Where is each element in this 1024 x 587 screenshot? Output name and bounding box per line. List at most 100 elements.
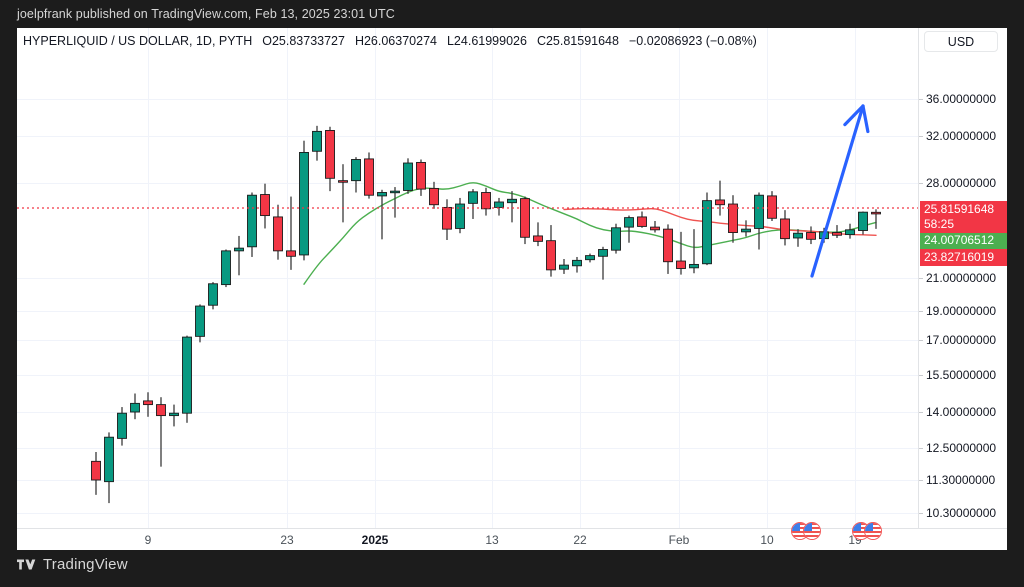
legend-symbol[interactable]: HYPERLIQUID / US DOLLAR, 1D, PYTH [23, 34, 253, 48]
candle-body [533, 235, 543, 242]
candle-body [364, 158, 374, 196]
price-badge-ma-green[interactable]: 24.00706512 [920, 232, 1007, 249]
price-tick: 19.00000000 [919, 304, 997, 318]
time-tick-label: 22 [573, 533, 587, 547]
candle-body [689, 263, 699, 269]
candle-body [780, 218, 790, 240]
candle-body [637, 216, 647, 227]
price-tick: 14.00000000 [919, 405, 997, 419]
candle-body [117, 412, 127, 439]
candle-body [208, 283, 218, 306]
candle-body [494, 201, 504, 208]
candle-body [104, 436, 114, 483]
projection-arrow[interactable] [810, 104, 870, 278]
price-tick: 36.00000000 [919, 92, 997, 106]
price-tick: 11.30000000 [919, 473, 996, 487]
candle-body [143, 400, 153, 406]
candle-body [247, 194, 257, 248]
candle-body [598, 249, 608, 257]
candle-body [429, 187, 439, 206]
candle-body [286, 250, 296, 257]
candle-body [767, 195, 777, 219]
gridlines [17, 28, 918, 528]
price-tick: 28.00000000 [919, 176, 997, 190]
price-tick: 15.50000000 [919, 368, 997, 382]
candlestick-svg [17, 28, 918, 528]
legend-open: O25.83733727 [262, 34, 345, 48]
price-tick: 32.00000000 [919, 129, 997, 143]
time-tick-label: 9 [144, 533, 152, 547]
tradingview-logo-icon [17, 559, 36, 570]
price-tick-label: 36.00000000 [926, 92, 997, 106]
candle-body [351, 159, 361, 182]
price-tick: 17.00000000 [919, 333, 997, 347]
candle-body [91, 460, 101, 481]
candle-body [455, 203, 465, 229]
time-tick-label: Feb [668, 533, 690, 547]
candle-body [806, 232, 816, 240]
candle-body [130, 402, 140, 413]
price-badge-value: 24.00706512 [924, 233, 995, 247]
candle-body [741, 228, 751, 233]
legend-low: L24.61999026 [446, 34, 527, 48]
legend-close: C25.81591648 [536, 34, 619, 48]
legend-high: H26.06370274 [354, 34, 437, 48]
candle-body [195, 305, 205, 337]
price-tick-label: 21.00000000 [926, 271, 997, 285]
candle-body [546, 240, 556, 271]
tradingview-wordmark: TradingView [43, 556, 128, 573]
candle-body [858, 211, 868, 231]
time-tick-label: 23 [280, 533, 294, 547]
price-tick-label: 32.00000000 [926, 129, 997, 143]
tradingview-footer: TradingView [17, 556, 128, 573]
price-badge-countdown: 58:25 [924, 217, 955, 231]
price-tick: 12.50000000 [919, 441, 997, 455]
price-tick-label: 12.50000000 [926, 441, 997, 455]
time-tick-label: 13 [485, 533, 499, 547]
candle-body [442, 206, 452, 230]
candle-body [663, 228, 673, 263]
price-tick-label: 14.00000000 [926, 405, 997, 419]
currency-button[interactable]: USD [924, 31, 998, 52]
candle-body [299, 151, 309, 256]
candle-body [754, 194, 764, 229]
candle-body [845, 229, 855, 236]
moving-average-green-line [303, 182, 877, 285]
candle-body [169, 412, 179, 417]
arrow-shaft [810, 104, 865, 278]
candle-body [312, 130, 322, 152]
candle-body [234, 247, 244, 252]
candle-body [585, 255, 595, 261]
candle-body [481, 192, 491, 210]
us-flag-event-icon[interactable] [852, 522, 882, 540]
chart-panel[interactable]: HYPERLIQUID / US DOLLAR, 1D, PYTH O25.83… [17, 28, 1007, 550]
price-axis[interactable]: USD 36.00000000 32.00000000 28.00000000 21.… [918, 28, 1007, 550]
time-tick-label: 10 [760, 533, 774, 547]
candle-body [468, 191, 478, 204]
price-tick-label: 15.50000000 [926, 368, 997, 382]
publish-credit-text: joelpfrank published on TradingView.com,… [17, 7, 395, 21]
candle-body [793, 232, 803, 239]
price-tick-label: 17.00000000 [926, 333, 997, 347]
price-badge-ma-red[interactable]: 23.82716019 [920, 249, 1007, 266]
price-tick-label: 28.00000000 [926, 176, 997, 190]
candle-series [91, 125, 881, 504]
plot-area[interactable] [17, 28, 918, 540]
price-tick-label: 11.30000000 [926, 473, 996, 487]
time-tick-label: 2025 [361, 533, 389, 547]
chart-legend[interactable]: HYPERLIQUID / US DOLLAR, 1D, PYTH O25.83… [17, 28, 757, 54]
price-badge-last-price[interactable]: 25.81591648 58:25 [920, 201, 1007, 233]
candle-body [520, 198, 530, 238]
candle-body [182, 336, 192, 414]
publish-bar: joelpfrank published on TradingView.com,… [0, 0, 1024, 28]
candle-body [377, 192, 387, 197]
us-flag-event-icon[interactable] [791, 522, 821, 540]
time-axis[interactable]: 9 23 2025 13 22 Feb 10 19 [17, 528, 1007, 550]
arrow-head [843, 104, 865, 127]
price-tick: 21.00000000 [919, 271, 997, 285]
candle-body [728, 203, 738, 233]
price-tick-label: 19.00000000 [926, 304, 997, 318]
candle-body [624, 217, 634, 228]
candle-body [325, 129, 335, 179]
candle-body [507, 198, 517, 204]
